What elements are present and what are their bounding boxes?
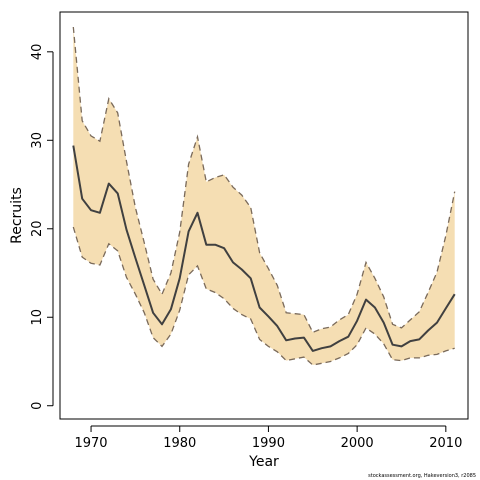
y-tick-label: 30 xyxy=(30,132,45,149)
estimate-line-layer xyxy=(72,145,456,352)
x-axis: 1970 1980 1990 2000 2010 xyxy=(74,425,462,451)
x-tick-label: 2000 xyxy=(341,436,374,451)
x-tick-label: 1980 xyxy=(163,436,196,451)
y-tick-label: 20 xyxy=(30,220,45,237)
lower-bound-line xyxy=(72,226,455,366)
confidence-bound-layer xyxy=(72,26,456,366)
y-tick-label: 0 xyxy=(30,402,45,410)
y-tick-label: 40 xyxy=(30,44,45,61)
y-axis-label: Recruits xyxy=(9,187,25,244)
y-tick-label: 10 xyxy=(30,309,45,326)
credit-text: stockassessment.org, Hakeversion3, r2085 xyxy=(368,473,476,479)
x-tick-label: 1990 xyxy=(252,436,285,451)
y-axis: 0 10 20 30 40 xyxy=(30,44,54,410)
confidence-band xyxy=(73,27,455,365)
estimate-line xyxy=(72,145,456,352)
confidence-band-layer xyxy=(73,27,455,365)
plot-frame xyxy=(59,11,469,420)
x-axis-label: Year xyxy=(248,454,279,470)
x-tick-label: 2010 xyxy=(429,436,462,451)
upper-bound-line xyxy=(72,26,456,334)
x-tick-label: 1970 xyxy=(74,436,107,451)
